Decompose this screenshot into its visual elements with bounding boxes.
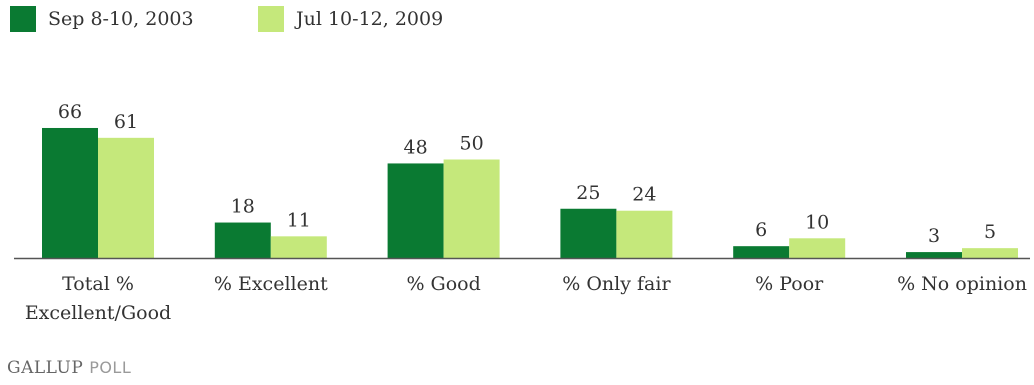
data-label-5-series-0: 3	[928, 225, 940, 247]
data-label-1-series-0: 18	[231, 196, 255, 218]
bar-4-series-1	[789, 238, 846, 258]
data-label-5-series-1: 5	[984, 221, 996, 243]
bar-2-series-0	[387, 163, 444, 258]
bar-1-series-0	[214, 222, 271, 258]
bar-3-series-1	[616, 210, 673, 258]
bar-0-series-1	[98, 137, 154, 258]
category-label-0-line-0: Total %	[62, 273, 134, 295]
data-label-0-series-1: 61	[114, 111, 138, 133]
logo-poll-text: POLL	[89, 358, 132, 377]
data-label-1-series-1: 11	[287, 209, 311, 231]
data-label-2-series-0: 48	[404, 136, 428, 158]
data-label-2-series-1: 50	[460, 133, 484, 155]
category-label-2-line-0: % Good	[406, 273, 480, 295]
category-label-4-line-0: % Poor	[755, 273, 824, 295]
bar-5-series-1	[962, 248, 1018, 258]
legend-swatch-2009	[258, 6, 284, 32]
data-label-4-series-1: 10	[805, 211, 829, 233]
logo-gallup-text: GALLUP	[7, 358, 84, 378]
bar-0-series-0	[42, 127, 98, 258]
category-label-5-line-0: % No opinion	[897, 273, 1027, 295]
bar-1-series-1	[270, 236, 327, 258]
legend-label-2003: Sep 8-10, 2003	[48, 8, 194, 30]
bar-5-series-0	[906, 252, 962, 258]
bar-4-series-0	[733, 246, 790, 258]
legend-swatch-2003	[10, 6, 36, 32]
bar-chart: 66 61 Total % Excellent/Good 18 11 % Excellent…	[14, 101, 1030, 324]
category-label-1-line-0: % Excellent	[214, 273, 328, 295]
legend-label-2009: Jul 10-12, 2009	[296, 8, 444, 30]
gallup-poll-logo: GALLUP POLL	[7, 358, 131, 378]
bar-2-series-1	[443, 159, 500, 258]
data-label-4-series-0: 6	[755, 219, 767, 241]
category-label-3-line-0: % Only fair	[562, 273, 671, 295]
data-label-3-series-1: 24	[632, 184, 656, 206]
category-label-0-line-1: Excellent/Good	[25, 302, 171, 324]
data-label-0-series-0: 66	[58, 101, 82, 123]
bar-3-series-0	[560, 208, 617, 258]
data-label-3-series-0: 25	[576, 182, 600, 204]
